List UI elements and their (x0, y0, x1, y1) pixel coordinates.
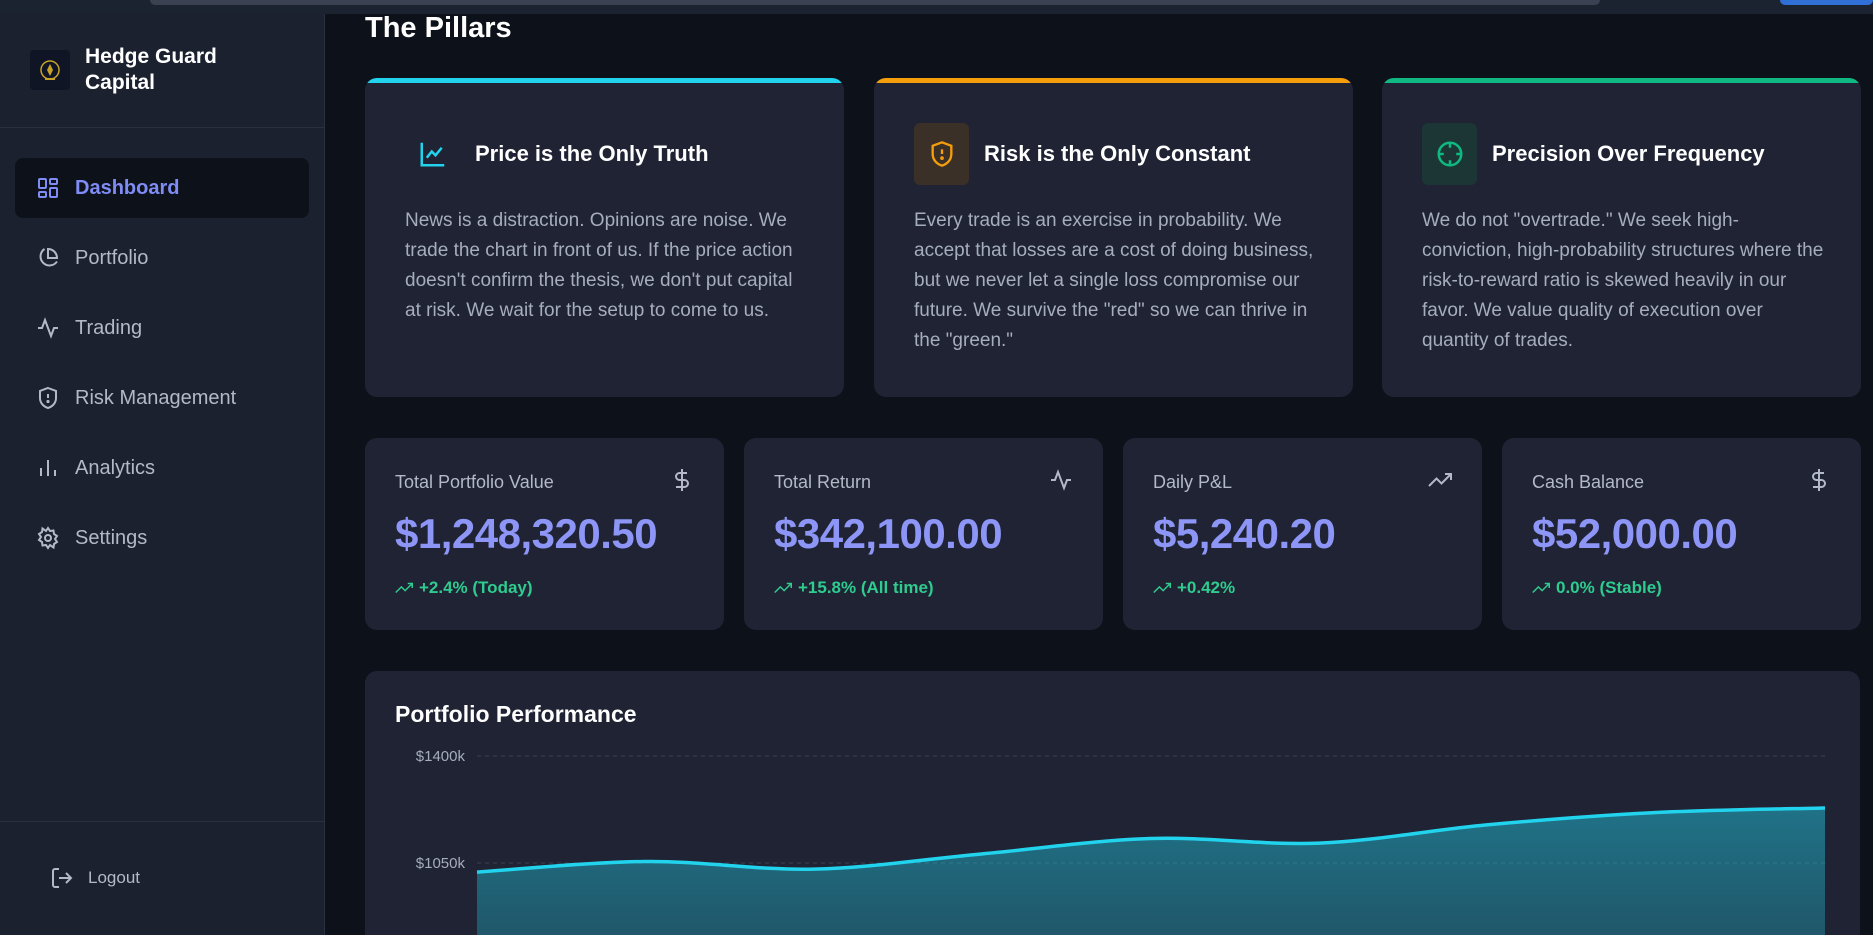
chart-area (477, 807, 1825, 935)
trending-up-icon (1428, 468, 1452, 497)
stat-value: $1,248,320.50 (395, 510, 658, 557)
stat-change: +2.4% (Today) (395, 578, 533, 598)
brand-name: Hedge Guard Capital (85, 45, 217, 94)
logout-label: Logout (88, 868, 140, 887)
pillar-body: Every trade is an exercise in probabilit… (914, 210, 1314, 351)
stat-value: $52,000.00 (1532, 510, 1738, 557)
pillar-body: News is a distraction. Opinions are nois… (405, 210, 793, 321)
sidebar-item-label: Dashboard (75, 176, 180, 199)
pillar-title: Price is the Only Truth (475, 141, 709, 166)
performance-chart: $1400k $1050k (416, 748, 1826, 935)
crosshair-icon (1422, 123, 1477, 185)
shield-alert-icon (914, 123, 969, 185)
sidebar-item-label: Analytics (75, 456, 156, 479)
stat-value: $5,240.20 (1153, 510, 1336, 557)
trending-up-icon (774, 582, 792, 594)
sidebar-item-dashboard[interactable]: Dashboard (15, 158, 309, 218)
sidebar-divider (0, 127, 325, 128)
logout-button[interactable]: Logout (50, 866, 140, 890)
series-line (476, 806, 1826, 874)
activity-icon (1049, 468, 1073, 497)
stat-change: +15.8% (All time) (774, 578, 934, 598)
shield-icon (35, 385, 61, 411)
stat-label: Cash Balance (1532, 472, 1645, 492)
activity-icon (35, 315, 61, 341)
stat-label: Total Return (774, 472, 872, 492)
address-bar[interactable] (150, 0, 1600, 5)
stat-change-text: +0.42% (1177, 578, 1236, 597)
stat-change-text: 0.0% (Stable) (1556, 578, 1662, 597)
section-title: The Pillars (365, 12, 512, 44)
gear-icon (35, 525, 61, 551)
logout-icon (50, 866, 74, 890)
stat-value: $342,100.00 (774, 510, 1003, 557)
card-accent-bar (365, 78, 844, 83)
stat-change: +0.42% (1153, 578, 1235, 598)
sidebar-divider (0, 821, 325, 822)
card-accent-bar (1382, 78, 1861, 83)
sidebar-item-label: Settings (75, 526, 148, 549)
dashboard-icon (35, 175, 61, 201)
stat-card-cash-balance: Cash Balance $52,000.00 0.0% (Stable) (1502, 438, 1861, 630)
brand[interactable]: Hedge Guard Capital (30, 44, 245, 96)
trending-up-icon (1532, 582, 1550, 594)
sidebar: Hedge Guard Capital Dashboard Portfolio (0, 14, 325, 935)
chart-title: Portfolio Performance (395, 701, 637, 727)
y-tick-label: $1050k (416, 855, 466, 872)
sidebar-item-analytics[interactable]: Analytics (15, 438, 309, 498)
sidebar-item-portfolio[interactable]: Portfolio (15, 228, 309, 288)
card-accent-bar (874, 78, 1353, 83)
stat-change: 0.0% (Stable) (1532, 578, 1662, 598)
sidebar-item-label: Trading (75, 316, 143, 339)
stat-card-daily-pnl: Daily P&L $5,240.20 +0.42% (1123, 438, 1482, 630)
pillar-body: We do not "overtrade." We seek high-conv… (1422, 210, 1824, 351)
trending-up-icon (395, 582, 413, 594)
sidebar-item-label: Portfolio (75, 246, 149, 269)
y-tick-label: $1400k (416, 748, 466, 765)
bar-chart-icon (35, 455, 61, 481)
stat-label: Total Portfolio Value (395, 472, 554, 492)
sidebar-nav: Dashboard Portfolio Trading (15, 158, 309, 578)
sidebar-item-risk-management[interactable]: Risk Management (15, 368, 309, 428)
browser-top-strip (0, 0, 1873, 14)
stat-label: Daily P&L (1153, 472, 1233, 492)
brand-logo-icon (30, 50, 70, 90)
browser-button[interactable] (1780, 0, 1873, 5)
stat-change-text: +15.8% (All time) (798, 578, 934, 597)
sidebar-item-label: Risk Management (75, 386, 237, 409)
dollar-icon (1807, 468, 1831, 497)
line-chart-icon (405, 123, 460, 185)
sidebar-item-trading[interactable]: Trading (15, 298, 309, 358)
trending-up-icon (1153, 582, 1171, 594)
pillar-card: Risk is the Only Constant Every trade is… (874, 78, 1353, 397)
pillar-card: Precision Over Frequency We do not "over… (1382, 78, 1861, 397)
stat-change-text: +2.4% (Today) (419, 578, 533, 597)
stat-card-total-return: Total Return $342,100.00 +15.8% (All tim… (744, 438, 1103, 630)
pillar-title: Precision Over Frequency (1492, 141, 1765, 166)
pillar-title: Risk is the Only Constant (984, 141, 1251, 166)
sidebar-item-settings[interactable]: Settings (15, 508, 309, 568)
stat-card-portfolio-value: Total Portfolio Value $1,248,320.50 +2.4… (365, 438, 724, 630)
pillar-card: Price is the Only Truth News is a distra… (365, 78, 844, 397)
portfolio-performance-card: Portfolio Performance $1400k $1050k (365, 671, 1860, 935)
dollar-icon (670, 468, 694, 497)
pie-chart-icon (35, 245, 61, 271)
